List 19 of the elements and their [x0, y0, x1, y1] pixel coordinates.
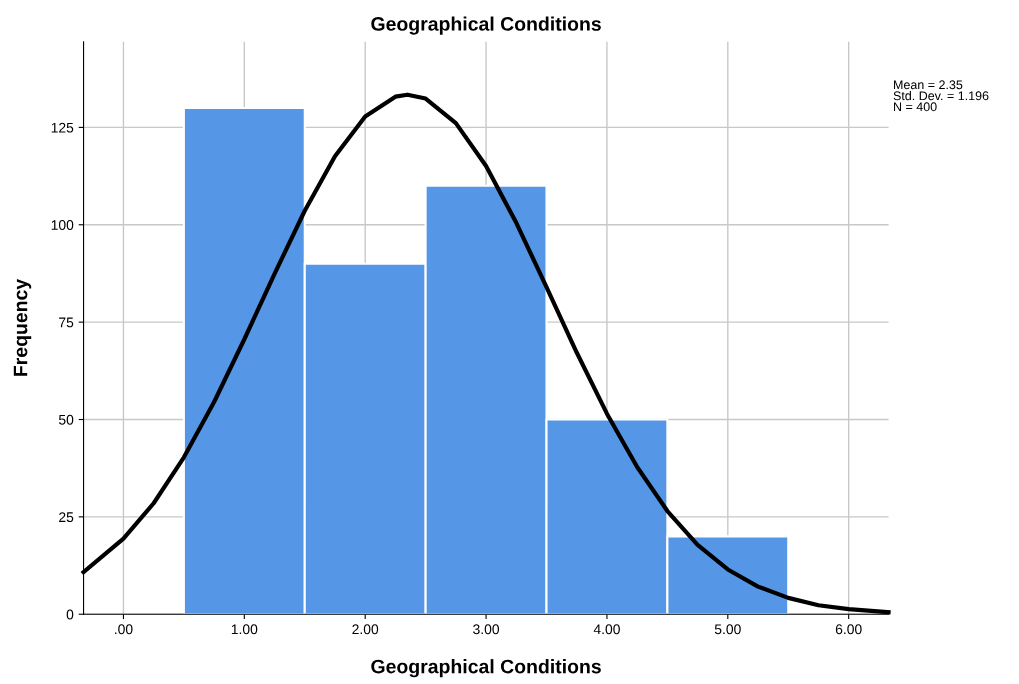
text: Mean = 2.35	[894, 80, 963, 90]
chart-title: Geographical Conditions	[371, 16, 601, 35]
x-tick-label: 2.00	[352, 624, 379, 635]
y-axis-title: Frequency	[13, 278, 32, 376]
x-tick-label: 5.00	[714, 624, 741, 635]
y-tick-label: 100	[51, 220, 74, 230]
text: Std. Dev. = 1.196	[893, 91, 989, 101]
y-tick-label: 125	[51, 122, 74, 133]
text: N = 400	[894, 102, 937, 112]
y-tick-label: 50	[58, 414, 74, 425]
x-tick-label: 4.00	[593, 624, 620, 635]
x-tick-label: .00	[115, 624, 133, 635]
y-tick-label: 75	[59, 317, 74, 328]
x-tick-label: 6.00	[835, 624, 862, 635]
y-tick-label: 0	[66, 609, 74, 620]
x-tick-label: 3.00	[473, 624, 500, 635]
x-axis-title: Geographical Conditions	[371, 659, 601, 678]
y-tick-label: 25	[59, 512, 74, 523]
x-tick-label: 1.00	[231, 624, 258, 635]
